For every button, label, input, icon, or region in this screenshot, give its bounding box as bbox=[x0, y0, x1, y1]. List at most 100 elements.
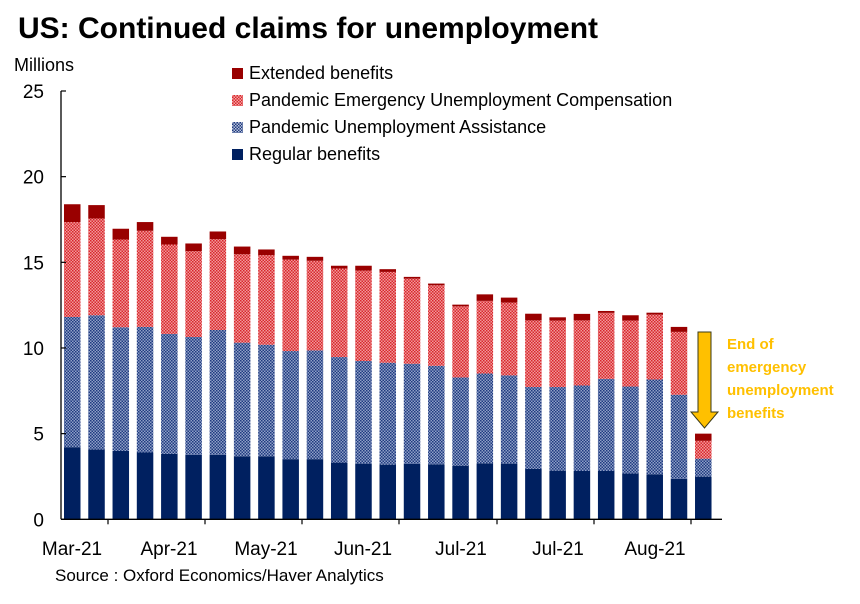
bar-regular bbox=[258, 456, 275, 520]
bar-pua bbox=[670, 394, 688, 479]
bar-extended bbox=[379, 269, 397, 272]
bar-pua bbox=[452, 377, 469, 466]
annotation-line: End of bbox=[727, 336, 774, 353]
bar-regular bbox=[306, 459, 324, 520]
bar-extended bbox=[88, 205, 105, 219]
x-tick-label: Aug-21 bbox=[624, 539, 685, 560]
bar-pua bbox=[330, 357, 348, 463]
bar-regular bbox=[476, 463, 494, 520]
bar-extended bbox=[476, 294, 494, 301]
bar-regular bbox=[622, 473, 639, 520]
y-tick-label: 10 bbox=[23, 339, 44, 360]
bar-regular bbox=[646, 474, 663, 520]
bar-extended bbox=[209, 231, 227, 240]
bar-regular bbox=[670, 478, 688, 520]
bar-extended bbox=[646, 312, 663, 315]
bar-regular bbox=[597, 470, 615, 520]
bar-peuc bbox=[209, 239, 227, 330]
legend-swatch bbox=[232, 122, 243, 133]
bar-pua bbox=[500, 375, 518, 464]
bar-extended bbox=[452, 304, 469, 307]
bar-pua bbox=[306, 350, 324, 460]
bar-peuc bbox=[379, 271, 397, 363]
bar-peuc bbox=[646, 314, 663, 380]
annotation-line: benefits bbox=[727, 405, 785, 422]
bar-extended bbox=[355, 265, 372, 271]
bar-extended bbox=[282, 255, 299, 260]
bar-pua bbox=[136, 326, 154, 453]
bar-extended bbox=[403, 276, 421, 279]
bar-pua bbox=[112, 327, 130, 451]
legend-label: Pandemic Unemployment Assistance bbox=[249, 117, 547, 137]
bar-peuc bbox=[573, 320, 591, 386]
bar-peuc bbox=[112, 239, 130, 328]
x-tick-label: Jun-21 bbox=[334, 539, 392, 560]
bar-pua bbox=[646, 379, 663, 475]
bar-peuc bbox=[452, 306, 469, 378]
y-tick-label: 5 bbox=[33, 425, 44, 446]
x-tick-label: Jul-21 bbox=[532, 539, 584, 560]
bar-pua bbox=[88, 315, 105, 450]
bar-regular bbox=[355, 463, 372, 520]
bar-extended bbox=[549, 317, 566, 321]
bar-peuc bbox=[355, 270, 372, 362]
bar-pua bbox=[379, 362, 397, 465]
legend-swatch bbox=[232, 149, 243, 160]
bar-pua bbox=[185, 337, 202, 455]
bar-peuc bbox=[549, 320, 566, 388]
bar-extended bbox=[573, 313, 591, 321]
bar-peuc bbox=[136, 230, 154, 327]
bar-regular bbox=[88, 449, 105, 520]
bar-peuc bbox=[330, 268, 348, 358]
bar-peuc bbox=[185, 251, 202, 338]
bar-regular bbox=[161, 453, 178, 520]
bar-extended bbox=[670, 326, 688, 332]
bar-extended bbox=[525, 313, 542, 321]
annotation-line: unemployment bbox=[727, 382, 834, 399]
bar-extended bbox=[306, 256, 324, 261]
bar-regular bbox=[330, 462, 348, 520]
bar-pua bbox=[161, 333, 178, 454]
bar-pua bbox=[573, 385, 591, 471]
annotation-line: emergency bbox=[727, 359, 807, 376]
bar-regular bbox=[428, 464, 445, 520]
bar-regular bbox=[403, 463, 421, 520]
source-note: Source : Oxford Economics/Haver Analytic… bbox=[55, 566, 384, 585]
bar-peuc bbox=[476, 300, 494, 374]
bar-regular bbox=[573, 470, 591, 520]
bar-extended bbox=[185, 243, 202, 252]
bar-pua bbox=[428, 365, 445, 465]
bar-regular bbox=[500, 463, 518, 520]
bar-pua bbox=[403, 363, 421, 464]
bar-peuc bbox=[597, 312, 615, 379]
y-axis-label: Millions bbox=[14, 55, 75, 75]
bar-extended bbox=[161, 236, 178, 245]
legend-swatch bbox=[232, 68, 243, 79]
bar-extended bbox=[428, 283, 445, 286]
y-tick-label: 15 bbox=[23, 253, 44, 274]
bar-extended bbox=[233, 246, 251, 255]
legend-item-extended: Extended benefits bbox=[232, 60, 672, 87]
bar-peuc bbox=[403, 278, 421, 364]
bar-extended bbox=[330, 265, 348, 269]
bar-pua bbox=[476, 373, 494, 464]
legend-label: Pandemic Emergency Unemployment Compensa… bbox=[249, 90, 673, 110]
bar-extended bbox=[136, 222, 154, 231]
bar-regular bbox=[64, 447, 81, 520]
bar-regular bbox=[525, 468, 542, 520]
bar-regular bbox=[209, 454, 227, 520]
bar-extended bbox=[500, 297, 518, 303]
bar-peuc bbox=[64, 222, 81, 317]
bar-peuc bbox=[233, 254, 251, 343]
x-tick-label: Mar-21 bbox=[42, 539, 102, 560]
bar-regular bbox=[185, 454, 202, 520]
bar-pua bbox=[282, 351, 299, 460]
bar-extended bbox=[695, 433, 712, 441]
bar-peuc bbox=[428, 285, 445, 366]
bar-regular bbox=[233, 456, 251, 520]
legend-item-pua: Pandemic Unemployment Assistance bbox=[232, 114, 672, 141]
annotation-arrow-icon bbox=[689, 331, 720, 429]
chart-title: US: Continued claims for unemployment bbox=[18, 12, 599, 45]
bar-regular bbox=[549, 470, 566, 520]
